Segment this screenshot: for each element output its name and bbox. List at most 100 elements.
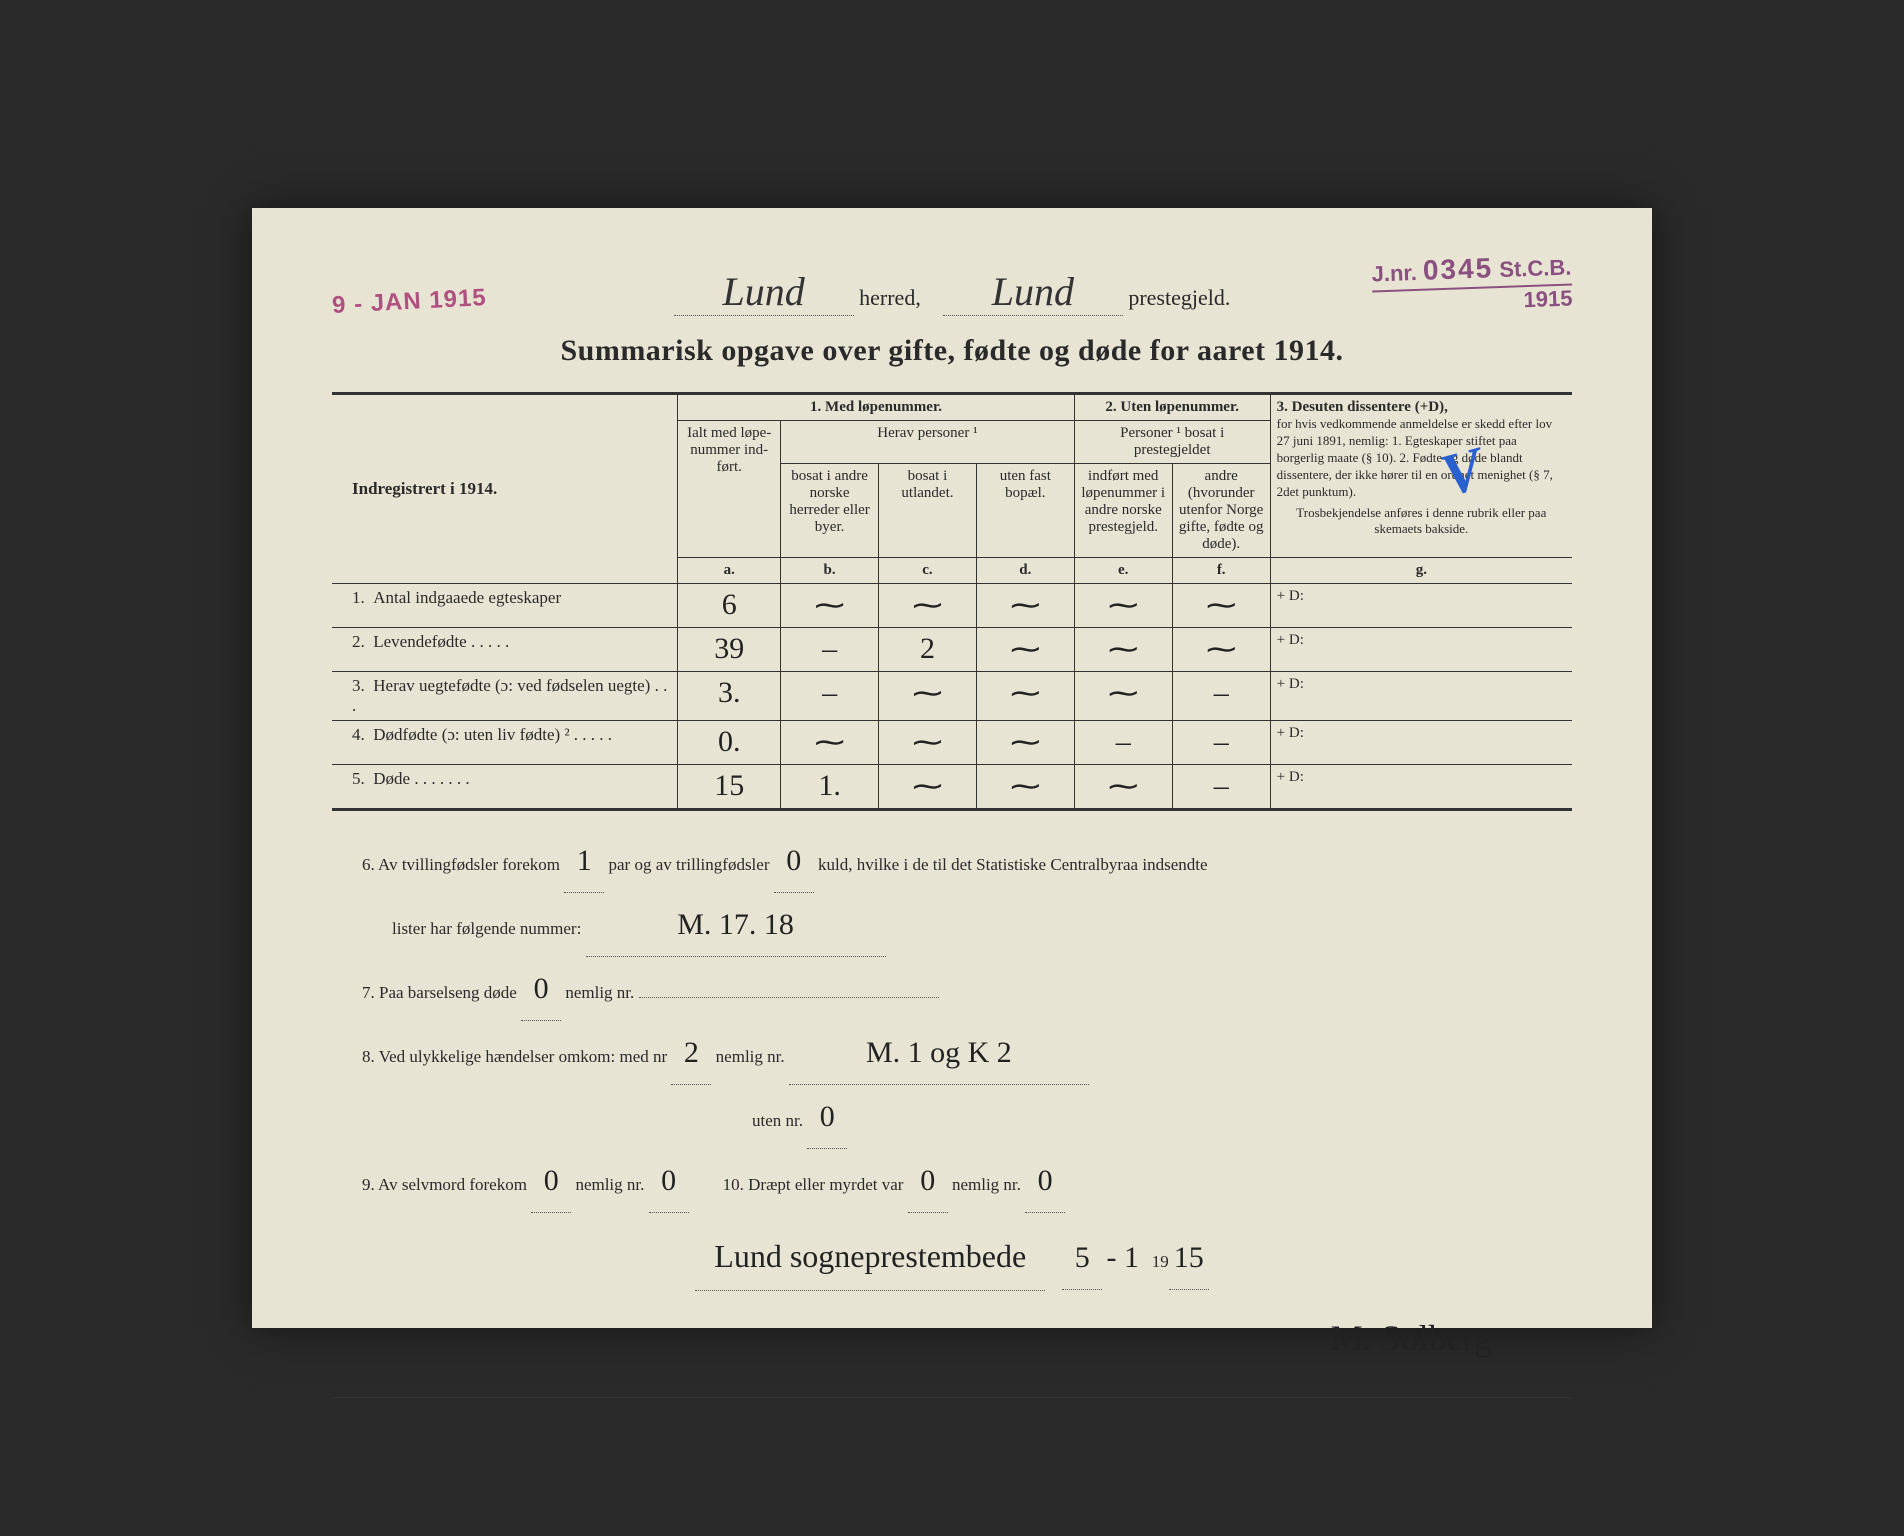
sign-yr-prefix: 19 bbox=[1152, 1252, 1169, 1271]
cell-e: ⁓ bbox=[1074, 584, 1172, 628]
cell-e: – bbox=[1074, 721, 1172, 765]
col-d-header: uten fast bopæl. bbox=[976, 464, 1074, 558]
q8-med: 2 bbox=[671, 1021, 711, 1085]
q9-v: 0 bbox=[531, 1149, 571, 1213]
cell-g: + D: bbox=[1270, 721, 1572, 765]
cell-b: 1. bbox=[781, 765, 879, 810]
sec3-title: 3. Desuten dissentere (+D), bbox=[1277, 399, 1448, 415]
cell-d: ⁓ bbox=[976, 765, 1074, 810]
cell-f: – bbox=[1172, 721, 1270, 765]
page-title: Summarisk opgave over gifte, fødte og dø… bbox=[332, 334, 1572, 368]
cell-a: 15 bbox=[678, 765, 781, 810]
cell-a: 6 bbox=[678, 584, 781, 628]
pers2-header: Personer ¹ bosat i prestegjeldet bbox=[1074, 421, 1270, 464]
q8-pre: 8. Ved ulykkelige hændelser omkom: med n… bbox=[362, 1047, 667, 1066]
cell-a: 0. bbox=[678, 721, 781, 765]
table-row: 5. Døde . . . . . . .151.⁓⁓⁓–+ D: bbox=[332, 765, 1572, 810]
q8-mid: nemlig nr. bbox=[716, 1047, 785, 1066]
cell-d: ⁓ bbox=[976, 628, 1074, 672]
cell-e: ⁓ bbox=[1074, 628, 1172, 672]
col-f-header: andre (hvorunder utenfor Norge gifte, fø… bbox=[1172, 464, 1270, 558]
q6-nums: M. 17. 18 bbox=[586, 893, 886, 957]
q7-rest bbox=[639, 997, 939, 998]
cell-f: ⁓ bbox=[1172, 584, 1270, 628]
signature-line: Lund sogneprestembede 5 - 1 1915 bbox=[362, 1223, 1542, 1291]
cell-g: + D: bbox=[1270, 628, 1572, 672]
footnote-2: ² Herunder medregnes ikke de tilfælde, i… bbox=[332, 1425, 1572, 1446]
sign-place: Lund sogneprestembede bbox=[695, 1223, 1045, 1291]
q8-names: M. 1 og K 2 bbox=[789, 1021, 1089, 1085]
row-label: 4. Dødfødte (ɔ: uten liv fødte) ² . . . … bbox=[332, 721, 678, 765]
col-c-header: bosat i utlandet. bbox=[879, 464, 977, 558]
cell-b: – bbox=[781, 628, 879, 672]
cell-b: ⁓ bbox=[781, 584, 879, 628]
cell-c: ⁓ bbox=[879, 584, 977, 628]
label-g: g. bbox=[1270, 558, 1572, 584]
q9-v2: 0 bbox=[649, 1149, 689, 1213]
section2-header: 2. Uten løpenummer. bbox=[1074, 394, 1270, 421]
table-row: 3. Herav uegtefødte (ɔ: ved fødselen ueg… bbox=[332, 672, 1572, 721]
q10-v: 0 bbox=[908, 1149, 948, 1213]
section1-header: 1. Med løpenummer. bbox=[678, 394, 1074, 421]
herred-value: Lund bbox=[674, 268, 854, 316]
prestegjeld-value: Lund bbox=[943, 268, 1123, 316]
cell-a: 39 bbox=[678, 628, 781, 672]
herred-label: herred, bbox=[859, 285, 921, 310]
label-d: d. bbox=[976, 558, 1074, 584]
sign-month: - 1 bbox=[1107, 1241, 1140, 1274]
cell-d: ⁓ bbox=[976, 721, 1074, 765]
cell-b: – bbox=[781, 672, 879, 721]
col-e-header: indført med løpenummer i andre norske pr… bbox=[1074, 464, 1172, 558]
label-f: f. bbox=[1172, 558, 1270, 584]
row-label: 5. Døde . . . . . . . bbox=[332, 765, 678, 810]
document-page: 9 - JAN 1915 J.nr. 0345 St.C.B. 1915 Lun… bbox=[252, 208, 1652, 1328]
q9-q10: 9. Av selvmord forekom 0 nemlig nr. 0 10… bbox=[362, 1149, 1542, 1213]
q9-pre: 9. Av selvmord forekom bbox=[362, 1175, 527, 1194]
table-row: 4. Dødfødte (ɔ: uten liv fødte) ² . . . … bbox=[332, 721, 1572, 765]
cell-c: ⁓ bbox=[879, 672, 977, 721]
jnr-label: J.nr. bbox=[1371, 260, 1417, 287]
q6-trips: 0 bbox=[774, 829, 814, 893]
cell-c: ⁓ bbox=[879, 765, 977, 810]
q6-line2-pre: lister har følgende nummer: bbox=[362, 919, 581, 938]
cell-c: 2 bbox=[879, 628, 977, 672]
q6-mid: par og av trillingfødsler bbox=[609, 855, 770, 874]
cell-d: ⁓ bbox=[976, 672, 1074, 721]
q7-mid: nemlig nr. bbox=[565, 983, 634, 1002]
q9-mid: nemlig nr. bbox=[575, 1175, 644, 1194]
sign-day: 5 bbox=[1062, 1226, 1102, 1290]
col-indreg-header: Indregistrert i 1914. bbox=[332, 394, 678, 584]
cell-d: ⁓ bbox=[976, 584, 1074, 628]
table-row: 2. Levendefødte . . . . .39–2⁓⁓⁓+ D: bbox=[332, 628, 1572, 672]
label-e: e. bbox=[1074, 558, 1172, 584]
row-label: 2. Levendefødte . . . . . bbox=[332, 628, 678, 672]
sec3-body: for hvis vedkommende anmeldelse er skedd… bbox=[1277, 416, 1553, 499]
q10-pre: 10. Dræpt eller myrdet var bbox=[723, 1175, 904, 1194]
q7-pre: 7. Paa barselseng døde bbox=[362, 983, 517, 1002]
label-c: c. bbox=[879, 558, 977, 584]
cell-f: ⁓ bbox=[1172, 628, 1270, 672]
jnr-number: 0345 bbox=[1422, 252, 1493, 285]
main-table: Indregistrert i 1914. 1. Med løpenummer.… bbox=[332, 392, 1572, 811]
cell-g: + D: bbox=[1270, 765, 1572, 810]
q10-mid: nemlig nr. bbox=[952, 1175, 1021, 1194]
herav-header: Herav personer ¹ bbox=[781, 421, 1075, 464]
q7: 7. Paa barselseng døde 0 nemlig nr. bbox=[362, 957, 1542, 1021]
row-label: 3. Herav uegtefødte (ɔ: ved fødselen ueg… bbox=[332, 672, 678, 721]
q6-pre: 6. Av tvillingfødsler forekom bbox=[362, 855, 560, 874]
cell-f: – bbox=[1172, 765, 1270, 810]
q6-post: kuld, hvilke i de til det Statistiske Ce… bbox=[818, 855, 1208, 874]
journal-number-stamp: J.nr. 0345 St.C.B. 1915 bbox=[1371, 250, 1573, 319]
jnr-suffix: St.C.B. bbox=[1499, 255, 1572, 283]
col-b-header: bosat i andre norske herreder eller byer… bbox=[781, 464, 879, 558]
table-row: 1. Antal indgaaede egteskaper6⁓⁓⁓⁓⁓+ D: bbox=[332, 584, 1572, 628]
label-a: a. bbox=[678, 558, 781, 584]
q6: 6. Av tvillingfødsler forekom 1 par og a… bbox=[362, 829, 1542, 957]
q8: 8. Ved ulykkelige hændelser omkom: med n… bbox=[362, 1021, 1542, 1149]
footnote-1: ¹ Ved egteskaper gjælder rubrikkerne b—f… bbox=[332, 1404, 1572, 1425]
col-a-header: Ialt med løpe-nummer ind-ført. bbox=[678, 421, 781, 558]
q7-v: 0 bbox=[521, 957, 561, 1021]
cell-f: – bbox=[1172, 672, 1270, 721]
q10-v2: 0 bbox=[1025, 1149, 1065, 1213]
questions-block: 6. Av tvillingfødsler forekom 1 par og a… bbox=[332, 829, 1572, 1377]
